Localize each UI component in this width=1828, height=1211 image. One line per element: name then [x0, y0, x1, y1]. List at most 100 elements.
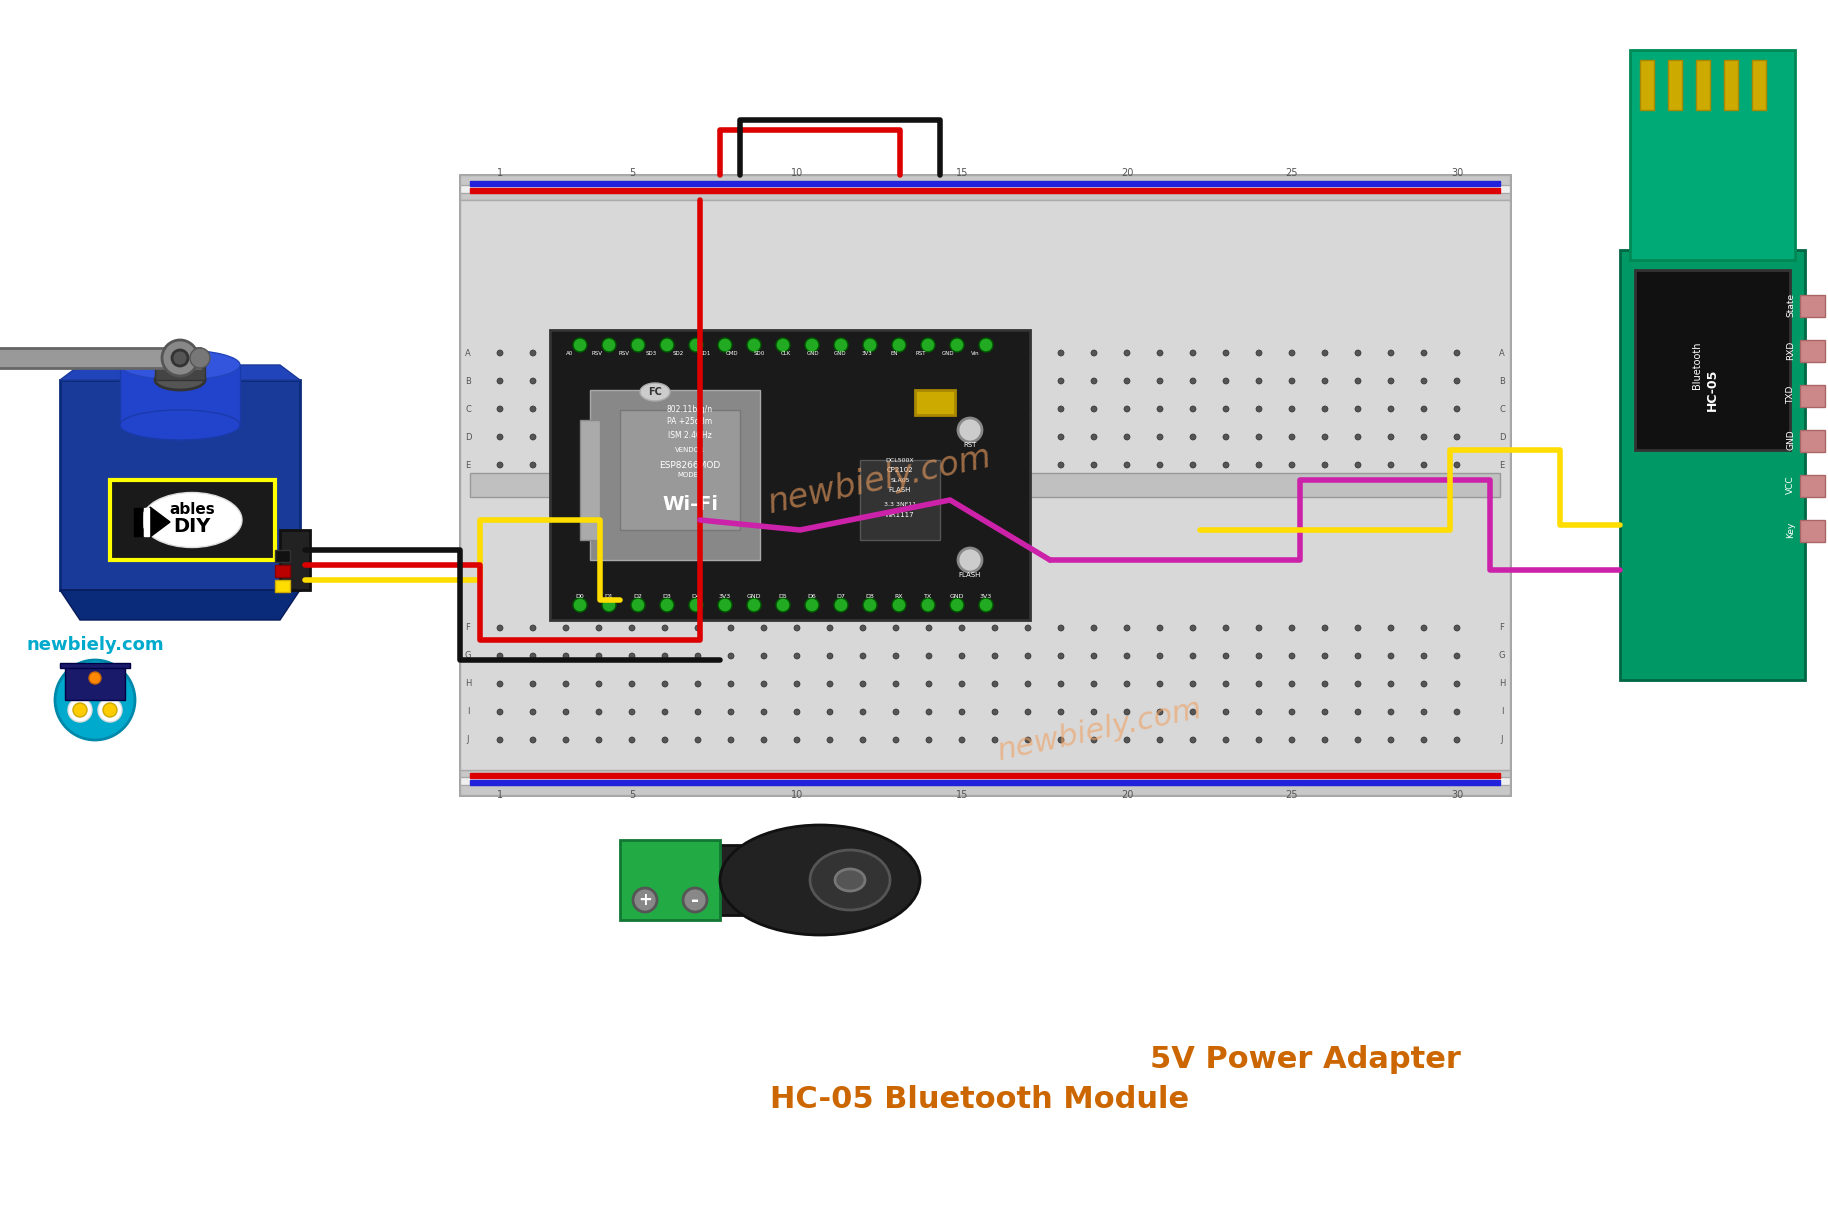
- Text: VENDOR: VENDOR: [675, 447, 706, 453]
- Text: J: J: [466, 735, 470, 745]
- Text: CLK: CLK: [781, 351, 792, 356]
- Circle shape: [1322, 378, 1327, 384]
- Circle shape: [1256, 350, 1261, 356]
- Circle shape: [563, 625, 569, 631]
- Text: 1: 1: [497, 790, 503, 800]
- Circle shape: [1223, 378, 1228, 384]
- Text: J: J: [1501, 735, 1503, 745]
- Circle shape: [601, 338, 616, 352]
- Circle shape: [1091, 378, 1097, 384]
- Circle shape: [1256, 625, 1261, 631]
- Circle shape: [859, 434, 866, 440]
- Text: 15: 15: [956, 790, 969, 800]
- Ellipse shape: [720, 825, 919, 935]
- Circle shape: [1091, 708, 1097, 714]
- Circle shape: [497, 681, 503, 687]
- Text: HC-05: HC-05: [1706, 369, 1718, 412]
- Circle shape: [728, 653, 735, 659]
- Text: State: State: [1786, 293, 1795, 317]
- Circle shape: [689, 338, 704, 352]
- Text: SD3: SD3: [645, 351, 656, 356]
- Circle shape: [777, 338, 790, 352]
- Circle shape: [563, 708, 569, 714]
- Circle shape: [1322, 463, 1327, 467]
- Circle shape: [695, 625, 700, 631]
- Circle shape: [497, 406, 503, 412]
- Circle shape: [631, 598, 645, 612]
- Circle shape: [793, 653, 801, 659]
- Circle shape: [748, 338, 760, 352]
- Circle shape: [596, 434, 601, 440]
- Circle shape: [777, 598, 790, 612]
- Circle shape: [1453, 406, 1461, 412]
- Circle shape: [660, 598, 675, 612]
- Bar: [715, 845, 835, 916]
- Text: F: F: [1499, 624, 1504, 632]
- Circle shape: [760, 653, 768, 659]
- Circle shape: [1026, 463, 1031, 467]
- Circle shape: [563, 434, 569, 440]
- Text: +: +: [638, 891, 653, 909]
- Circle shape: [894, 708, 899, 714]
- Circle shape: [629, 463, 634, 467]
- Bar: [470, 474, 1501, 497]
- Bar: [280, 530, 311, 590]
- Bar: [274, 580, 291, 592]
- Circle shape: [1420, 708, 1428, 714]
- Circle shape: [760, 406, 768, 412]
- Circle shape: [1289, 406, 1294, 412]
- Text: G: G: [464, 652, 472, 660]
- Text: 15: 15: [956, 168, 969, 178]
- Circle shape: [826, 350, 834, 356]
- Circle shape: [530, 434, 536, 440]
- Circle shape: [530, 681, 536, 687]
- Circle shape: [894, 681, 899, 687]
- Circle shape: [563, 737, 569, 744]
- Circle shape: [497, 708, 503, 714]
- Circle shape: [1289, 434, 1294, 440]
- Bar: [470, 188, 1501, 193]
- Circle shape: [793, 434, 801, 440]
- Text: SD1: SD1: [700, 351, 711, 356]
- Circle shape: [863, 338, 877, 352]
- Circle shape: [530, 737, 536, 744]
- Bar: [0, 348, 199, 368]
- Circle shape: [927, 653, 932, 659]
- Circle shape: [1091, 653, 1097, 659]
- Text: D3: D3: [662, 595, 671, 599]
- Circle shape: [596, 350, 601, 356]
- Text: 20: 20: [1121, 168, 1133, 178]
- Polygon shape: [60, 380, 300, 590]
- Circle shape: [1124, 350, 1130, 356]
- Circle shape: [1157, 653, 1163, 659]
- Text: D1: D1: [605, 595, 614, 599]
- Text: Bluetooth: Bluetooth: [1693, 342, 1702, 389]
- Text: 10: 10: [792, 168, 802, 178]
- Circle shape: [695, 708, 700, 714]
- Text: B: B: [1499, 377, 1504, 385]
- Circle shape: [629, 737, 634, 744]
- Circle shape: [826, 378, 834, 384]
- Circle shape: [1322, 434, 1327, 440]
- Circle shape: [1420, 681, 1428, 687]
- Circle shape: [1157, 681, 1163, 687]
- Circle shape: [1256, 406, 1261, 412]
- Circle shape: [718, 338, 731, 352]
- Circle shape: [826, 463, 834, 467]
- Text: D2: D2: [634, 595, 642, 599]
- Circle shape: [629, 681, 634, 687]
- Bar: [1801, 385, 1824, 407]
- Text: 5: 5: [629, 790, 634, 800]
- Text: D0: D0: [576, 595, 585, 599]
- Ellipse shape: [155, 371, 205, 390]
- Text: FC: FC: [649, 388, 662, 397]
- Circle shape: [497, 378, 503, 384]
- Circle shape: [1026, 708, 1031, 714]
- Circle shape: [596, 681, 601, 687]
- Bar: [274, 566, 291, 576]
- Circle shape: [1289, 625, 1294, 631]
- Text: ables: ables: [170, 503, 216, 517]
- Circle shape: [728, 434, 735, 440]
- Circle shape: [859, 737, 866, 744]
- Circle shape: [1058, 463, 1064, 467]
